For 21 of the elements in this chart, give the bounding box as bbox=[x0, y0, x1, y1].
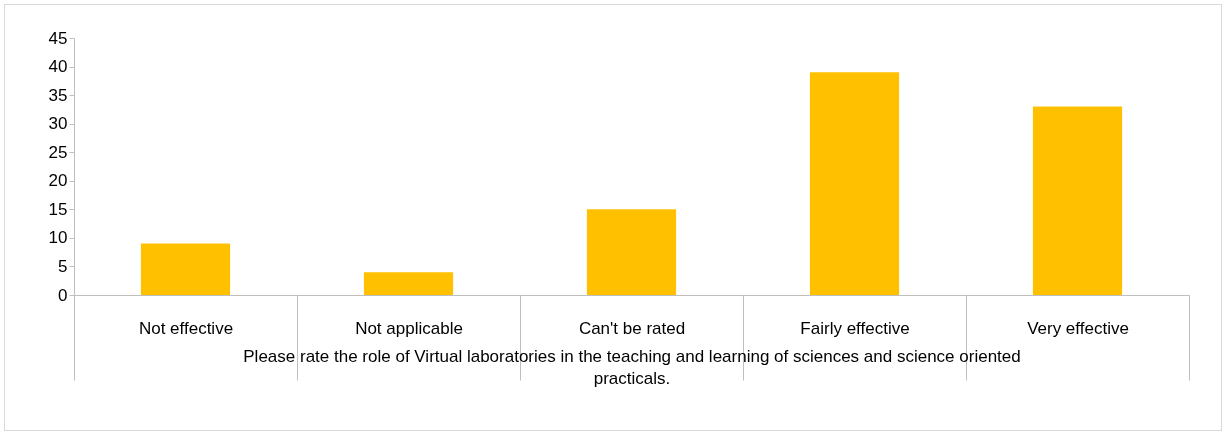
y-tick-label: 35 bbox=[48, 85, 68, 105]
y-tick-label: 15 bbox=[48, 199, 68, 219]
bar bbox=[586, 209, 677, 295]
bar bbox=[363, 272, 454, 295]
x-tick-label: Not effective bbox=[138, 318, 234, 338]
x-tick-label: Fairly effective bbox=[800, 318, 910, 338]
y-tick-label: 20 bbox=[48, 171, 68, 191]
x-tick-label: Very effective bbox=[1027, 318, 1129, 338]
y-tick-label: 30 bbox=[48, 114, 68, 134]
x-axis-title: Please rate the role of Virtual laboratories in the teaching and learning of sciences and science oriented practicals. bbox=[243, 347, 1021, 388]
y-tick-label: 5 bbox=[58, 256, 68, 276]
x-tick-label: Not applicable bbox=[355, 318, 463, 338]
x-tick-label: Can't be rated bbox=[578, 318, 686, 338]
y-tick-label: 0 bbox=[58, 285, 68, 305]
y-tick-label: 10 bbox=[48, 228, 68, 248]
y-tick-label: 45 bbox=[48, 28, 68, 48]
bar bbox=[140, 243, 231, 295]
y-tick-label: 25 bbox=[48, 142, 68, 162]
bar bbox=[1032, 106, 1123, 295]
y-tick-label: 40 bbox=[48, 57, 68, 77]
bar bbox=[809, 72, 900, 295]
